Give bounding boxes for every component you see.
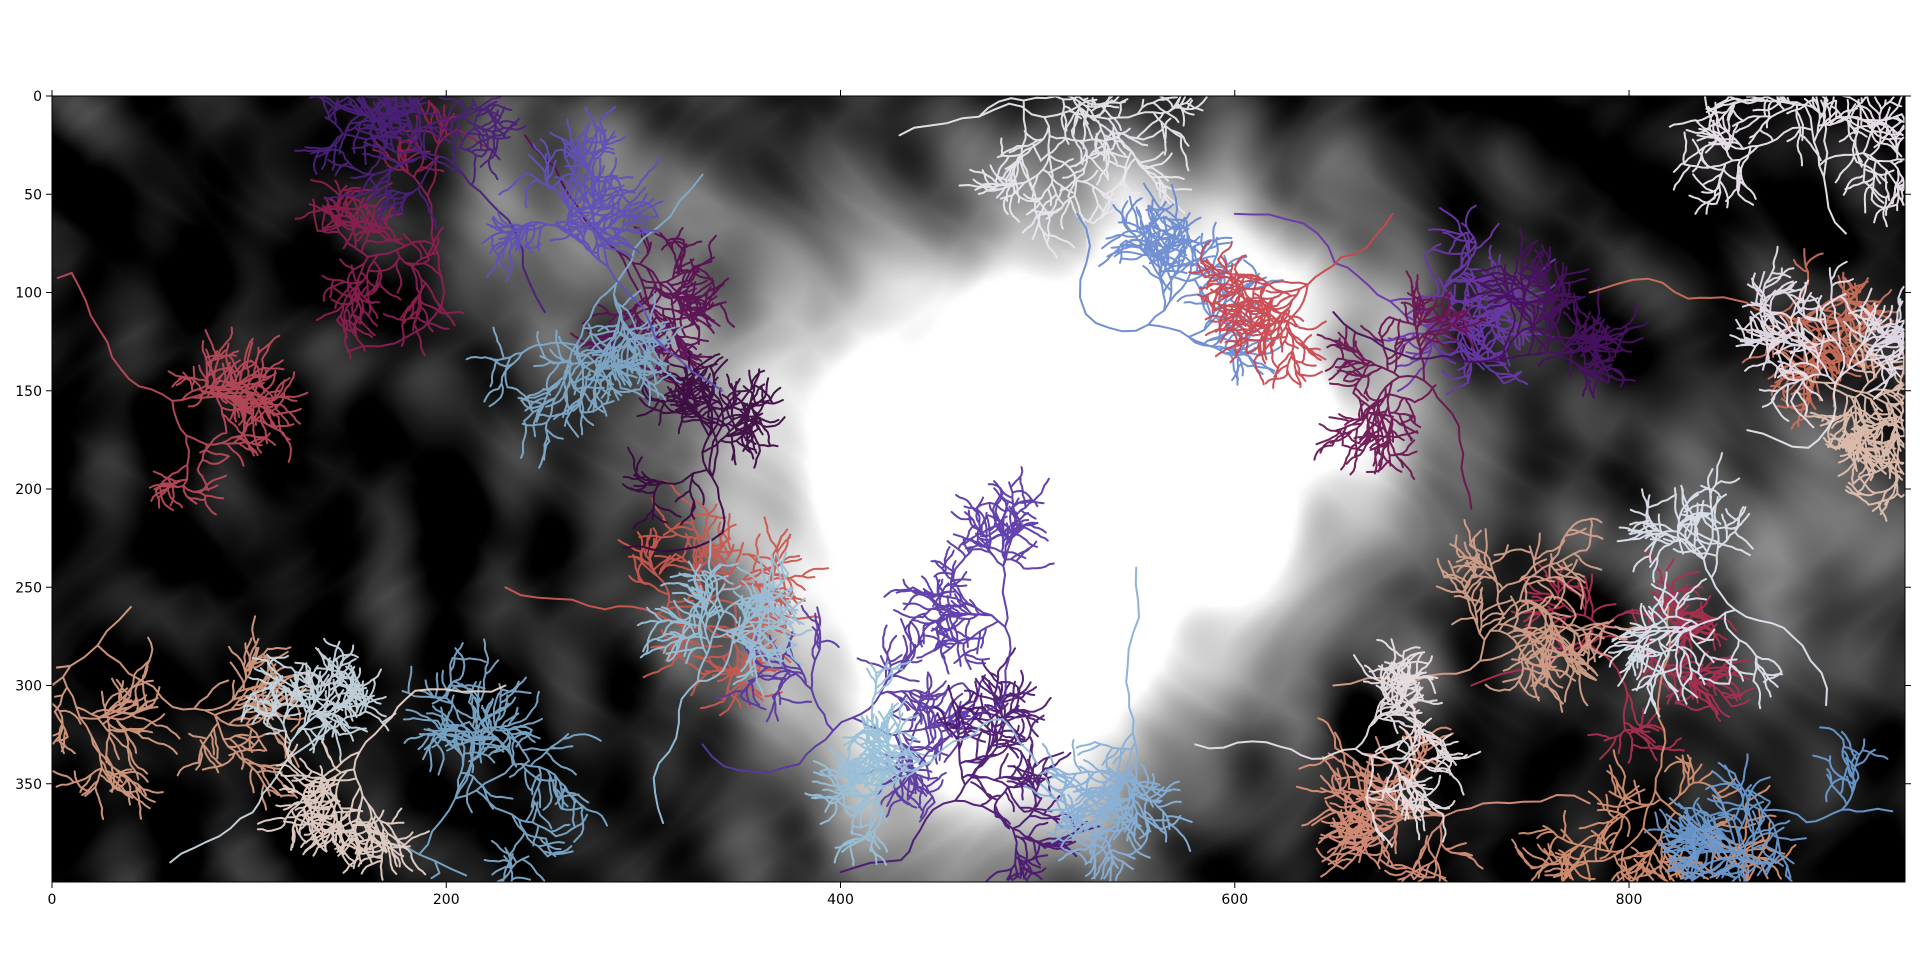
x-tick-label: 800 bbox=[1616, 892, 1643, 908]
drainage-network bbox=[1188, 212, 1394, 389]
drainage-networks bbox=[52, 96, 1905, 882]
y-tick-label: 200 bbox=[15, 482, 42, 498]
drainage-network bbox=[839, 647, 1102, 882]
drainage-network-path bbox=[1023, 566, 1193, 882]
drainage-network-path bbox=[1598, 452, 1829, 718]
y-tick-label: 50 bbox=[24, 187, 42, 203]
drainage-network-path bbox=[1194, 638, 1482, 847]
drainage-network-path bbox=[701, 604, 986, 823]
drainage-network-path bbox=[1644, 726, 1894, 882]
drainage-network bbox=[1023, 566, 1193, 882]
drainage-network bbox=[636, 539, 813, 825]
drainage-network bbox=[1332, 517, 1636, 713]
drainage-network bbox=[883, 466, 1055, 766]
drainage-network bbox=[1194, 638, 1482, 847]
y-tick-label: 300 bbox=[15, 679, 42, 695]
drainage-network-path bbox=[804, 660, 1039, 866]
drainage-network-path bbox=[1332, 227, 1650, 399]
drainage-network-path bbox=[839, 647, 1102, 882]
drainage-network bbox=[294, 96, 546, 314]
drainage-network-path bbox=[1332, 517, 1636, 713]
drainage-network-path bbox=[1668, 96, 1905, 235]
drainage-network bbox=[1729, 245, 1905, 449]
drainage-network bbox=[701, 604, 986, 823]
drainage-network bbox=[1313, 270, 1487, 510]
drainage-network-path bbox=[636, 539, 813, 825]
drainage-network bbox=[481, 106, 724, 392]
drainage-network-path bbox=[1313, 270, 1487, 510]
drainage-network bbox=[898, 96, 1208, 259]
drainage-network bbox=[1668, 96, 1905, 235]
drainage-network-path bbox=[1729, 245, 1905, 449]
x-tick-label: 600 bbox=[1221, 892, 1248, 908]
drainage-network bbox=[56, 271, 309, 516]
plot-area bbox=[52, 96, 1905, 882]
drainage-network bbox=[465, 173, 704, 469]
drainage-network-path bbox=[898, 96, 1208, 259]
y-tick-label: 250 bbox=[15, 580, 42, 596]
drainage-network-path bbox=[1188, 212, 1394, 389]
drainage-network bbox=[1332, 227, 1650, 399]
drainage-network-path bbox=[169, 637, 397, 864]
drainage-network-path bbox=[56, 271, 309, 516]
drainage-network-path bbox=[465, 173, 704, 469]
y-tick-label: 350 bbox=[15, 777, 42, 793]
drainage-network bbox=[1644, 726, 1894, 882]
drainage-network-path bbox=[294, 96, 546, 314]
y-axis: 0 50 100 150 200 250 300 350 bbox=[15, 89, 1911, 793]
drainage-network bbox=[169, 637, 397, 864]
drainage-network bbox=[1598, 452, 1829, 718]
y-tick-label: 0 bbox=[33, 89, 42, 105]
x-axis: 0 200 400 600 800 bbox=[48, 90, 1643, 908]
drainage-network-path bbox=[883, 466, 1055, 766]
x-tick-label: 0 bbox=[48, 892, 57, 908]
drainage-network bbox=[256, 684, 507, 881]
drainage-network bbox=[804, 660, 1039, 866]
drainage-network-path bbox=[481, 106, 724, 392]
drainage-network-path bbox=[256, 684, 507, 881]
x-tick-label: 400 bbox=[827, 892, 854, 908]
y-tick-label: 100 bbox=[15, 286, 42, 302]
y-tick-label: 150 bbox=[15, 384, 42, 400]
x-tick-label: 200 bbox=[433, 892, 460, 908]
